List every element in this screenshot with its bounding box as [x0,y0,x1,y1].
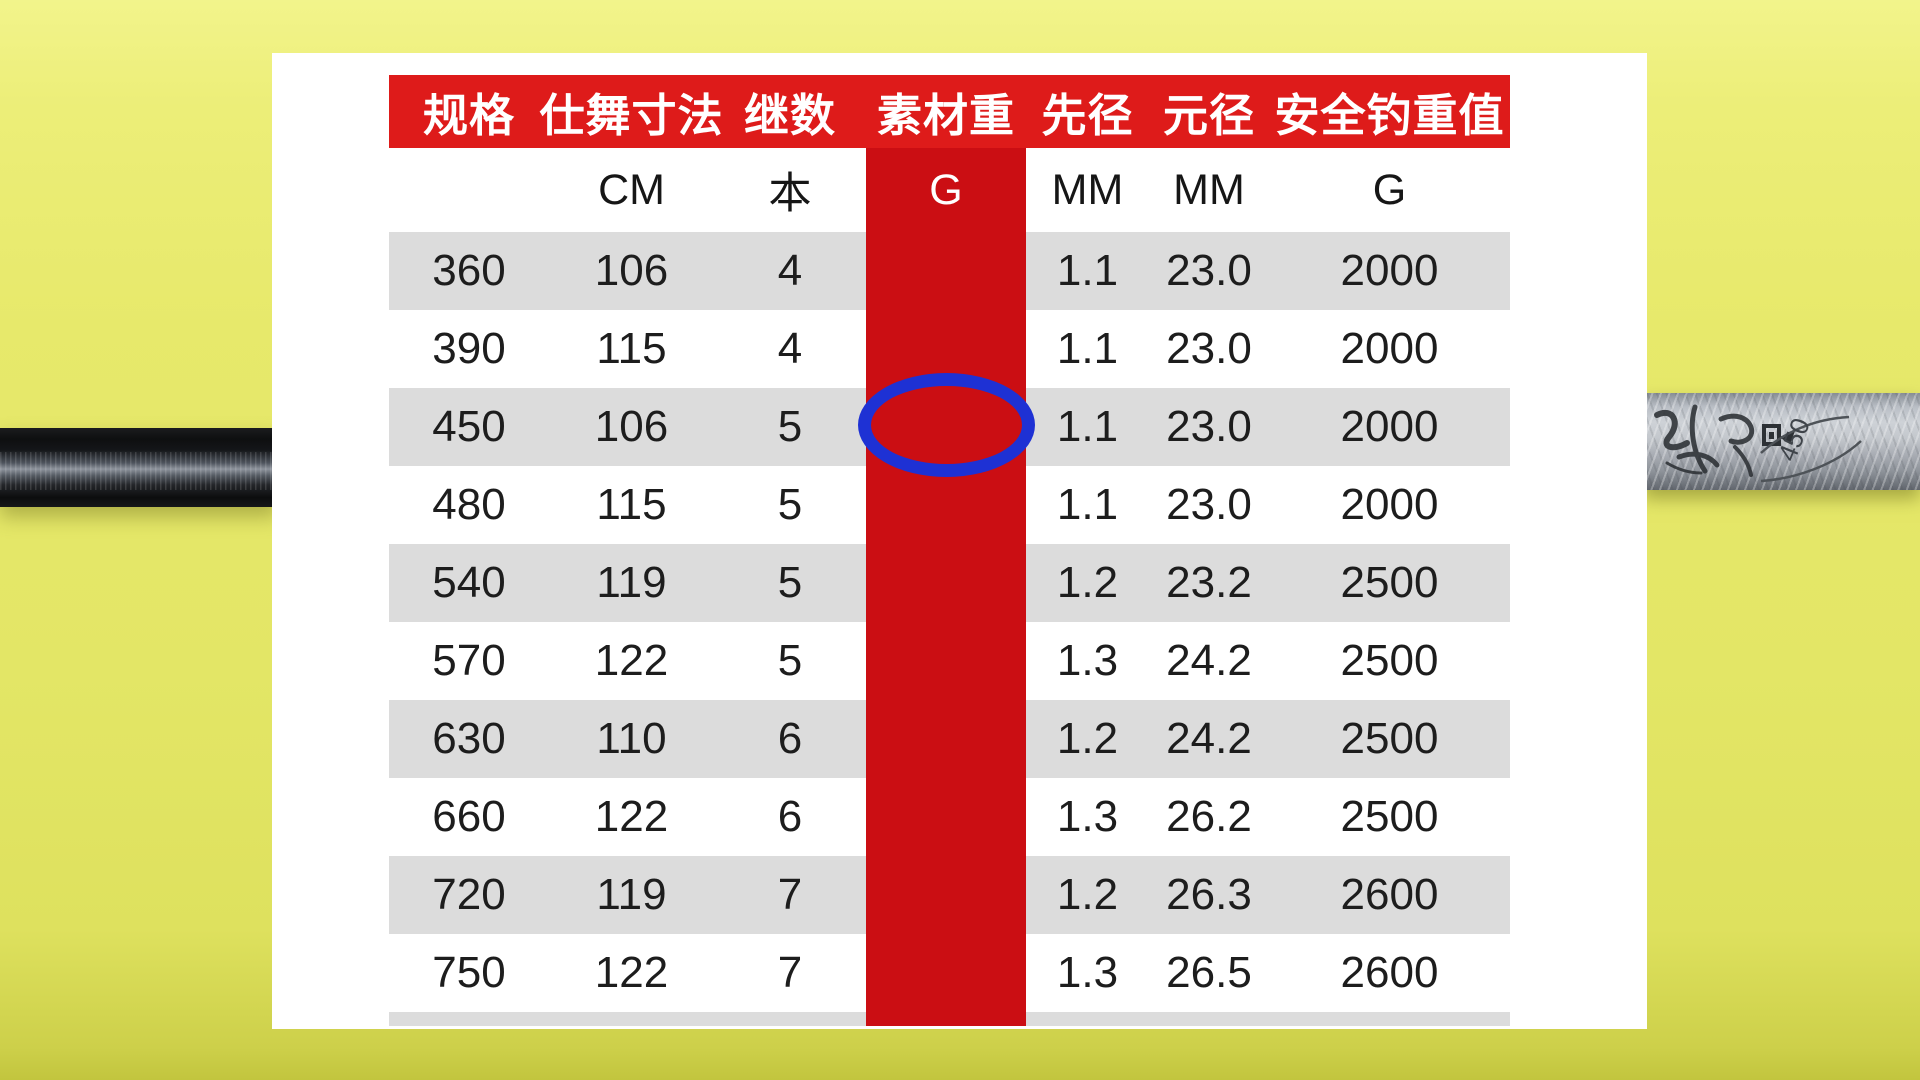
unit-label: MM [1051,165,1124,214]
table-cell: 4 [777,246,803,295]
table-cell: 6 [777,714,803,763]
table-cell: 24.2 [1166,636,1252,685]
table-cell: 2500 [1340,636,1439,685]
highlight-column-background [866,75,1026,1026]
table-cell: 2500 [1340,792,1439,841]
table-cell: 1.3 [1056,792,1119,841]
table-cell: 5 [777,558,803,607]
table-cell: 450 [432,402,506,451]
table-cell: 23.0 [1166,324,1252,373]
table-cell: 23.2 [1166,558,1252,607]
table-cell: 2600 [1340,870,1439,919]
table-cell: 122 [594,948,669,997]
table-cell: 1.1 [1056,324,1119,373]
table-cell: 2600 [1340,948,1439,997]
table-cell: 2000 [1340,324,1439,373]
table-cell: 23.0 [1166,402,1252,451]
spec-sheet-card: 规格 仕舞寸法 继数 素材重 先径 元径 安全钓重值 CM 本 G MM MM … [272,53,1647,1029]
table-cell: 1.1 [1056,402,1119,451]
spec-table: 规格 仕舞寸法 继数 素材重 先径 元径 安全钓重值 CM 本 G MM MM … [389,75,1510,1026]
table-cell: 7 [777,870,803,919]
column-header: 仕舞寸法 [539,90,724,141]
table-cell: 1.2 [1056,870,1119,919]
table-cell: 24.2 [1166,714,1252,763]
fishing-rod-dark-section-photo [0,428,278,507]
column-header: 规格 [422,90,515,141]
table-cell: 5 [777,636,803,685]
column-header: 先径 [1041,90,1134,141]
table-cell: 115 [596,480,667,529]
table-cell: 660 [432,792,506,841]
table-cell: 2500 [1340,714,1439,763]
rod-markings: 450 [1654,404,1862,483]
column-header: 素材重 [876,90,1015,141]
table-cell: 1.3 [1056,948,1119,997]
table-cell: 1.3 [1056,636,1119,685]
table-cell: 119 [596,558,667,607]
unit-label: G [929,165,963,214]
table-cell: 720 [432,870,506,919]
unit-label: 本 [768,170,812,218]
fishing-rod-butt-section-photo: 450 [1643,393,1920,490]
table-cell: 26.5 [1166,948,1252,997]
highlight-ellipse-annotation [858,373,1035,477]
table-cell: 750 [432,948,506,997]
table-cell: 7 [777,948,803,997]
table-cell: 2000 [1340,246,1439,295]
unit-label: CM [598,165,665,214]
table-cell: 630 [432,714,506,763]
column-header: 继数 [743,90,836,141]
unit-label: MM [1173,165,1245,214]
table-cell: 122 [594,636,669,685]
table-cell: 26.2 [1166,792,1252,841]
table-cell: 1.2 [1056,558,1119,607]
table-cell: 4 [777,324,803,373]
table-cell: 540 [432,558,506,607]
table-cell: 5 [777,480,803,529]
table-cell: 6 [777,792,803,841]
table-cell: 390 [432,324,506,373]
table-cell: 115 [596,324,667,373]
table-cell: 110 [596,714,667,763]
table-cell: 2000 [1340,402,1439,451]
table-cell: 122 [594,792,669,841]
table-cell: 106 [594,246,669,295]
column-header: 元径 [1162,90,1255,141]
table-header-row: 规格 仕舞寸法 继数 素材重 先径 元径 安全钓重值 [389,75,1510,148]
table-cell: 23.0 [1166,480,1252,529]
unit-label [389,148,549,232]
table-cell: 480 [432,480,506,529]
swoosh-arcs [1760,415,1862,483]
table-cell: 360 [432,246,506,295]
column-header: 安全钓重值 [1274,90,1505,141]
table-cell: 5 [777,402,803,451]
rod-size-label: 450 [1772,414,1816,465]
table-cell: 2500 [1340,558,1439,607]
table-cell: 119 [596,870,667,919]
table-cell: 2000 [1340,480,1439,529]
table-cell: 26.3 [1166,870,1252,919]
triangle-mark [1779,431,1795,444]
unit-label: G [1372,165,1407,214]
table-units-row: CM 本 G MM MM G [389,148,1510,232]
table-cell: 570 [432,636,506,685]
table-cell: 1.1 [1056,480,1119,529]
table-cell: 106 [594,402,669,451]
table-cell: 1.2 [1056,714,1119,763]
table-cell: 23.0 [1166,246,1252,295]
table-cell: 1.1 [1056,246,1119,295]
calligraphy-marking [1654,404,1755,477]
